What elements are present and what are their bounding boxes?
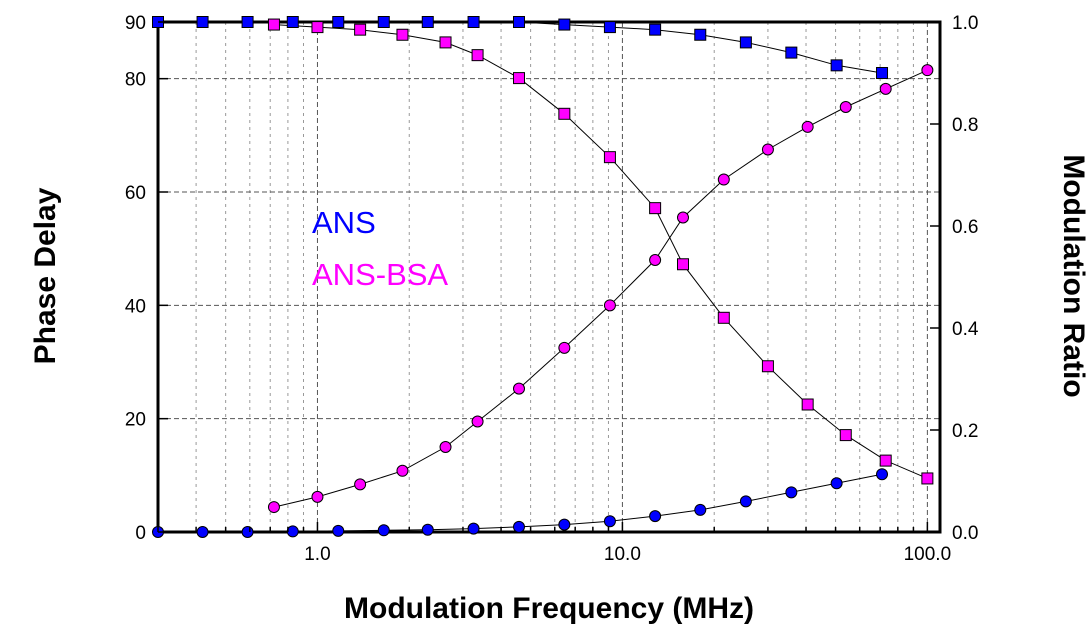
- data-point-ans-bsa-modulation-ratio: [603, 151, 616, 164]
- right-y-tick-label: 0.6: [952, 217, 978, 238]
- data-point-ans-bsa-modulation-ratio: [717, 311, 730, 324]
- right-y-tick-label: 0.4: [952, 319, 979, 340]
- left-y-tick-label: 60: [125, 183, 146, 204]
- data-point-ans-modulation-ratio: [332, 16, 345, 28]
- data-point-ans-phase-delay: [739, 495, 752, 508]
- series-line-ans-modulation-ratio: [158, 21, 883, 74]
- data-point-ans-modulation-ratio: [830, 59, 843, 72]
- data-point-ans-modulation-ratio: [785, 46, 798, 59]
- data-point-ans-modulation-ratio: [467, 16, 480, 28]
- data-point-ans-bsa-phase-delay: [921, 64, 934, 77]
- axis-ticks: 0 20 40 60 80 90 0.0 0.2 0.4 0.6 0.8 1.0 1.0 10.0 100.…: [125, 13, 979, 565]
- data-point-ans-bsa-modulation-ratio: [471, 49, 484, 62]
- data-point-ans-phase-delay: [241, 526, 254, 538]
- right-axis-title: Modulation Ratio: [1057, 154, 1090, 397]
- data-point-ans-modulation-ratio: [876, 67, 889, 79]
- data-point-ans-phase-delay: [377, 524, 390, 537]
- data-point-ans-phase-delay: [196, 526, 209, 538]
- data-point-ans-bsa-modulation-ratio: [839, 429, 852, 442]
- data-point-ans-modulation-ratio: [558, 18, 571, 31]
- data-point-ans-bsa-modulation-ratio: [558, 107, 571, 120]
- data-point-ans-bsa-phase-delay: [801, 120, 814, 133]
- data-point-ans-phase-delay: [603, 515, 616, 528]
- data-point-ans-bsa-modulation-ratio: [354, 23, 367, 36]
- x-tick-label: 10.0: [604, 544, 641, 565]
- data-point-ans-modulation-ratio: [196, 16, 209, 28]
- data-point-ans-bsa-modulation-ratio: [761, 360, 774, 373]
- data-point-ans-bsa-phase-delay: [839, 101, 852, 113]
- data-point-ans-bsa-phase-delay: [471, 415, 484, 428]
- data-point-ans-modulation-ratio: [241, 16, 254, 28]
- left-y-tick-label: 20: [125, 410, 146, 431]
- right-y-tick-label: 1.0: [952, 13, 978, 34]
- data-point-ans-bsa-modulation-ratio: [267, 18, 280, 31]
- data-point-ans-bsa-phase-delay: [717, 173, 730, 186]
- right-y-tick-label: 0.8: [952, 115, 978, 136]
- data-point-ans-modulation-ratio: [649, 23, 662, 36]
- data-point-ans-phase-delay: [830, 477, 843, 490]
- data-point-ans-modulation-ratio: [603, 21, 616, 34]
- left-y-tick-label: 40: [125, 296, 146, 317]
- legend-entry-ans-bsa: ANS-BSA: [312, 257, 448, 292]
- data-point-ans-bsa-phase-delay: [676, 211, 689, 224]
- data-point-ans-bsa-phase-delay: [512, 382, 525, 395]
- data-point-ans-phase-delay: [421, 523, 434, 536]
- data-point-ans-bsa-modulation-ratio: [879, 454, 892, 467]
- data-point-ans-bsa-phase-delay: [267, 501, 280, 514]
- data-point-ans-bsa-phase-delay: [354, 478, 367, 491]
- left-y-tick-label: 90: [125, 13, 146, 34]
- right-y-tick-label: 0.2: [952, 421, 978, 442]
- data-point-ans-bsa-phase-delay: [439, 441, 452, 453]
- series-markers: [152, 16, 934, 538]
- data-point-ans-phase-delay: [512, 520, 525, 533]
- data-point-ans-bsa-modulation-ratio: [676, 258, 689, 271]
- x-tick-label: 1.0: [304, 544, 330, 565]
- data-point-ans-modulation-ratio: [286, 16, 299, 28]
- data-point-ans-modulation-ratio: [739, 36, 752, 49]
- data-point-ans-phase-delay: [558, 518, 571, 531]
- data-point-ans-bsa-phase-delay: [311, 490, 324, 503]
- legend-entry-ans: ANS: [312, 205, 376, 240]
- data-point-ans-bsa-modulation-ratio: [512, 72, 525, 85]
- plot-area-frame: [156, 20, 942, 534]
- data-point-ans-phase-delay: [694, 503, 707, 516]
- data-point-ans-phase-delay: [286, 525, 299, 538]
- data-point-ans-bsa-modulation-ratio: [439, 36, 452, 49]
- x-axis-title: Modulation Frequency (MHz): [344, 592, 754, 625]
- data-point-ans-phase-delay: [785, 486, 798, 499]
- data-point-ans-modulation-ratio: [421, 16, 434, 28]
- right-y-tick-label: 0.0: [952, 523, 978, 544]
- data-point-ans-bsa-modulation-ratio: [396, 28, 409, 41]
- data-point-ans-modulation-ratio: [694, 28, 707, 41]
- series-line-ans-bsa-modulation-ratio: [273, 24, 928, 479]
- left-y-tick-label: 0: [135, 523, 146, 544]
- data-point-ans-bsa-phase-delay: [879, 82, 892, 95]
- data-point-ans-phase-delay: [332, 524, 345, 537]
- data-point-ans-bsa-phase-delay: [558, 341, 571, 354]
- data-point-ans-phase-delay: [467, 522, 480, 535]
- data-point-ans-bsa-modulation-ratio: [649, 202, 662, 215]
- data-point-ans-bsa-modulation-ratio: [921, 472, 934, 485]
- data-point-ans-bsa-phase-delay: [761, 143, 774, 156]
- data-point-ans-bsa-modulation-ratio: [801, 398, 814, 411]
- data-point-ans-phase-delay: [876, 468, 889, 481]
- data-point-ans-phase-delay: [649, 510, 662, 523]
- data-point-ans-bsa-modulation-ratio: [311, 21, 324, 34]
- data-point-ans-modulation-ratio: [377, 16, 390, 28]
- data-point-ans-bsa-phase-delay: [603, 299, 616, 312]
- series-lines: [158, 21, 928, 533]
- x-tick-label: 100.0: [904, 544, 952, 565]
- grid: [157, 22, 940, 532]
- data-point-ans-bsa-phase-delay: [649, 254, 662, 266]
- left-y-tick-label: 80: [125, 70, 146, 91]
- data-point-ans-modulation-ratio: [512, 16, 525, 28]
- data-point-ans-bsa-phase-delay: [396, 464, 409, 477]
- left-axis-title: Phase Delay: [29, 187, 62, 364]
